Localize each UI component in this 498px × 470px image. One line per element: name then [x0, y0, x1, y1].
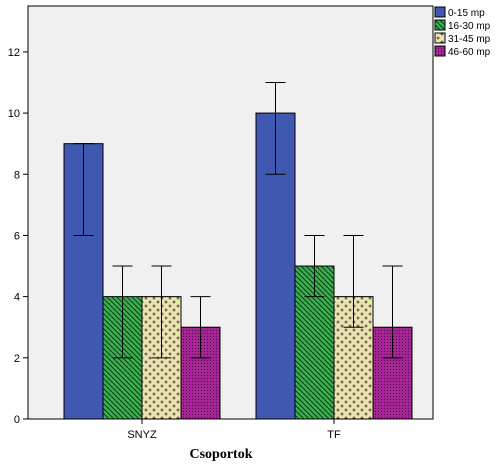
y-tick-label: 2 [14, 353, 20, 365]
legend-swatch [434, 45, 446, 57]
y-tick-label: 8 [14, 169, 20, 181]
legend-swatch [434, 6, 446, 18]
x-axis-title: Csoportok [189, 447, 252, 462]
x-tick-label: TF [327, 429, 341, 441]
y-tick-label: 0 [14, 414, 20, 426]
y-tick-label: 10 [8, 108, 20, 120]
error-bars-group [73, 81, 403, 359]
legend-label: 46-60 mp [448, 47, 491, 58]
x-axis: SNYZ TF [127, 419, 341, 441]
legend-swatch [434, 32, 446, 44]
legend: 0-15 mp 16-30 mp 31-45 mp 46-60 mp [434, 6, 491, 58]
legend-swatch [434, 19, 446, 31]
legend-label: 16-30 mp [448, 21, 491, 32]
legend-label: 0-15 mp [448, 8, 485, 19]
x-tick-label: SNYZ [127, 429, 157, 441]
y-tick-label: 4 [14, 292, 20, 304]
y-tick-label: 6 [14, 230, 20, 242]
y-tick-label: 12 [8, 47, 20, 59]
legend-label: 31-45 mp [448, 34, 491, 45]
y-axis: 0 2 4 6 8 10 12 [8, 47, 28, 426]
